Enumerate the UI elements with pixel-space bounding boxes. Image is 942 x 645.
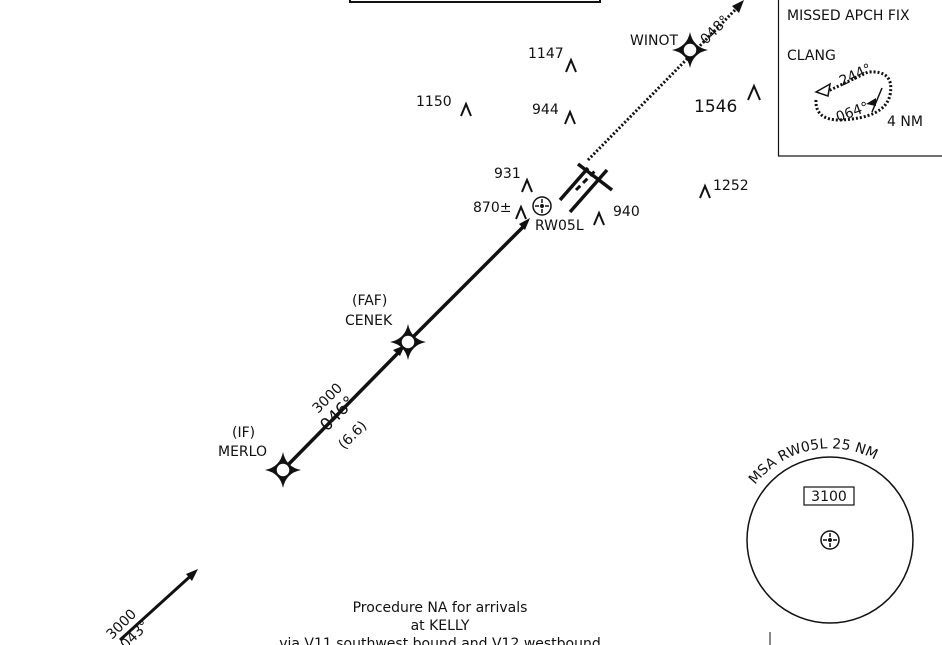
note-line: Procedure NA for arrivals [353,600,528,616]
fix-symbol [265,452,301,488]
missed-title: MISSED APCH FIX [787,8,910,24]
airport-symbol [532,196,552,216]
runway [558,166,590,202]
obstacle-label: 944 [532,102,559,118]
missed-arrow [732,0,744,13]
runway-label: RW05L [535,218,584,234]
hold-fix-line [871,87,883,113]
missed-approach-path [586,8,737,162]
course-arrow [519,218,530,230]
obstacle-symbols [460,57,761,226]
msa-circle [746,456,914,624]
fix-label: CENEK [345,313,393,329]
runway-centerline [574,168,598,192]
hold-arrow [866,98,876,106]
note-line: at KELLY [411,618,470,634]
feeder-line [118,570,197,642]
missed-approach-box [777,0,942,157]
course-line [281,351,400,472]
obstacle-label: 1147 [528,46,564,62]
fix-symbol [390,324,426,360]
obstacle-label: 1150 [416,94,452,110]
runway [568,168,609,214]
obstacle-label: 1546 [694,97,737,117]
runway-threshold [576,162,614,192]
msa-box [803,486,855,506]
fix-label: WINOT [630,33,678,49]
fix-role: (IF) [232,425,255,441]
msa-airport [820,530,840,550]
airport-elevation: 870± [473,200,511,216]
top-box [349,0,601,3]
hold-leg: 4 NM [887,114,923,130]
fix-label: MERLO [218,444,267,460]
fix-role: (FAF) [352,293,387,309]
obstacle-label: 931 [494,166,521,182]
obstacle-label: 940 [613,204,640,220]
msa-altitude: 3100 [811,489,847,505]
fix-symbol [672,32,708,68]
note-line: via V11 southwest bound and V12 westboun… [279,636,601,645]
feeder-arrow [186,569,198,581]
missed-fix: CLANG [787,48,836,64]
obstacle-label: 1252 [713,178,749,194]
hold-arrow [814,82,831,97]
course-line [406,223,527,344]
